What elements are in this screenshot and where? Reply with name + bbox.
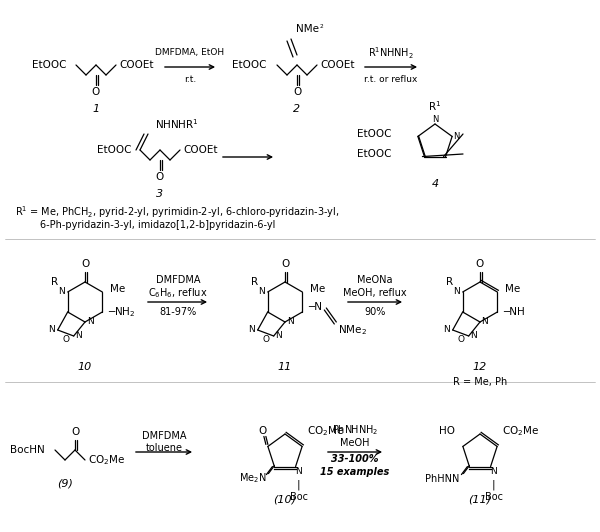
Text: (11): (11) bbox=[469, 495, 491, 505]
Text: O: O bbox=[457, 336, 464, 345]
Text: N: N bbox=[482, 318, 488, 327]
Text: O: O bbox=[156, 172, 164, 182]
Text: O: O bbox=[81, 259, 89, 269]
Text: R: R bbox=[251, 277, 257, 287]
Text: N: N bbox=[86, 318, 94, 327]
Text: Me: Me bbox=[505, 284, 521, 294]
Text: O: O bbox=[62, 336, 69, 345]
Text: 6-Ph-pyridazin-3-yl, imidazo[1,2-b]pyridazin-6-yl: 6-Ph-pyridazin-3-yl, imidazo[1,2-b]pyrid… bbox=[15, 220, 275, 230]
Text: CO$_2$Me: CO$_2$Me bbox=[307, 425, 344, 438]
Text: Boc: Boc bbox=[485, 492, 503, 502]
Text: 81-97%: 81-97% bbox=[160, 307, 197, 317]
Text: 12: 12 bbox=[473, 362, 487, 372]
Text: N: N bbox=[454, 287, 460, 296]
Text: N: N bbox=[275, 331, 282, 340]
Text: R: R bbox=[446, 277, 452, 287]
Text: MeOH, reflux: MeOH, reflux bbox=[343, 288, 407, 298]
Text: EtOOC: EtOOC bbox=[357, 129, 392, 139]
Text: N: N bbox=[76, 331, 82, 340]
Text: 10: 10 bbox=[78, 362, 92, 372]
Text: O: O bbox=[259, 427, 267, 436]
Text: O: O bbox=[476, 259, 484, 269]
Text: N: N bbox=[453, 132, 460, 141]
Text: N: N bbox=[49, 326, 55, 335]
Text: R$^1$ = Me, PhCH$_2$, pyrid-2-yl, pyrimidin-2-yl, 6-chloro-pyridazin-3-yl,: R$^1$ = Me, PhCH$_2$, pyrid-2-yl, pyrimi… bbox=[15, 204, 340, 220]
Text: N: N bbox=[295, 467, 302, 476]
Text: DMFDMA, EtOH: DMFDMA, EtOH bbox=[155, 48, 224, 57]
Text: 4: 4 bbox=[431, 179, 439, 189]
Text: Boc: Boc bbox=[290, 492, 308, 502]
Text: 15 examples: 15 examples bbox=[320, 467, 389, 477]
Text: r.t. or reflux: r.t. or reflux bbox=[364, 74, 418, 84]
Text: HO: HO bbox=[439, 427, 455, 436]
Text: (9): (9) bbox=[57, 479, 73, 489]
Text: COOEt: COOEt bbox=[183, 145, 218, 155]
Text: Me: Me bbox=[110, 284, 125, 294]
Text: C$_6$H$_6$, reflux: C$_6$H$_6$, reflux bbox=[148, 286, 208, 300]
Text: 33-100%: 33-100% bbox=[331, 454, 379, 464]
Text: $_2$: $_2$ bbox=[319, 22, 324, 31]
Text: NMe: NMe bbox=[296, 24, 319, 34]
Text: O: O bbox=[281, 259, 289, 269]
Text: N: N bbox=[443, 326, 450, 335]
Text: 3: 3 bbox=[157, 189, 164, 199]
Text: O: O bbox=[71, 427, 79, 437]
Text: Me$_2$N: Me$_2$N bbox=[239, 472, 266, 486]
Text: CO$_2$Me: CO$_2$Me bbox=[502, 425, 539, 438]
Text: 1: 1 bbox=[92, 104, 100, 114]
Text: EtOOC: EtOOC bbox=[357, 149, 392, 159]
Text: ─N: ─N bbox=[308, 302, 322, 312]
Text: MeONa: MeONa bbox=[357, 275, 393, 285]
Text: R$^1$: R$^1$ bbox=[428, 99, 442, 113]
Text: R$^1$NHNH$_2$: R$^1$NHNH$_2$ bbox=[368, 45, 414, 61]
Text: R = Me, Ph: R = Me, Ph bbox=[453, 377, 507, 387]
Text: r.t.: r.t. bbox=[184, 74, 196, 84]
Text: EtOOC: EtOOC bbox=[32, 60, 67, 70]
Text: (10): (10) bbox=[274, 495, 296, 505]
Text: N: N bbox=[58, 287, 65, 296]
Text: R: R bbox=[50, 277, 58, 287]
Text: PhNHNH$_2$: PhNHNH$_2$ bbox=[332, 423, 378, 437]
Text: N: N bbox=[259, 287, 265, 296]
Text: N: N bbox=[490, 467, 497, 476]
Text: 90%: 90% bbox=[364, 307, 386, 317]
Text: EtOOC: EtOOC bbox=[97, 145, 131, 155]
Text: EtOOC: EtOOC bbox=[232, 60, 266, 70]
Text: |: | bbox=[297, 479, 301, 490]
Text: COOEt: COOEt bbox=[320, 60, 355, 70]
Text: O: O bbox=[262, 336, 269, 345]
Text: N: N bbox=[287, 318, 293, 327]
Text: O: O bbox=[293, 87, 301, 97]
Text: Me: Me bbox=[310, 284, 326, 294]
Text: NHNHR$^1$: NHNHR$^1$ bbox=[155, 117, 199, 131]
Text: 11: 11 bbox=[278, 362, 292, 372]
Text: DMFDMA: DMFDMA bbox=[142, 431, 186, 441]
Text: ─NH$_2$: ─NH$_2$ bbox=[109, 305, 136, 319]
Text: N: N bbox=[432, 114, 438, 123]
Text: MeOH: MeOH bbox=[340, 438, 370, 448]
Text: ─NH: ─NH bbox=[503, 307, 525, 317]
Text: N: N bbox=[470, 331, 477, 340]
Text: COOEt: COOEt bbox=[119, 60, 154, 70]
Text: NMe$_2$: NMe$_2$ bbox=[338, 323, 367, 337]
Text: |: | bbox=[492, 479, 496, 490]
Text: O: O bbox=[92, 87, 100, 97]
Text: toluene: toluene bbox=[146, 443, 182, 453]
Text: CO$_2$Me: CO$_2$Me bbox=[88, 453, 125, 467]
Text: BocHN: BocHN bbox=[10, 445, 45, 455]
Text: 2: 2 bbox=[293, 104, 301, 114]
Text: N: N bbox=[248, 326, 255, 335]
Text: PhHNN: PhHNN bbox=[425, 473, 460, 484]
Text: DMFDMA: DMFDMA bbox=[156, 275, 200, 285]
